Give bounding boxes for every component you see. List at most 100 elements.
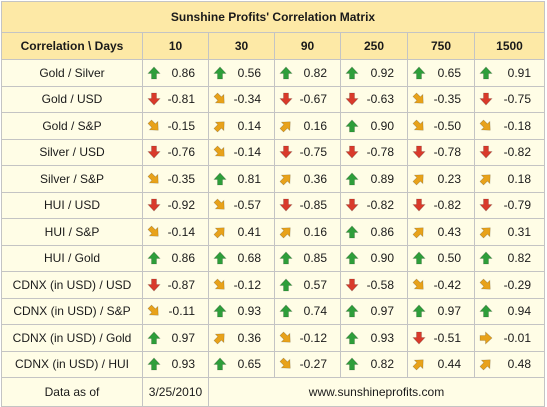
arrow-up-icon (412, 304, 426, 318)
correlation-cell: -0.12 (208, 271, 275, 299)
correlation-value: 0.48 (507, 357, 531, 372)
arrow-down-right-icon (147, 225, 161, 239)
arrow-down-icon (479, 145, 493, 159)
table-row: HUI / S&P -0.14 0.41 0.16 0.86 0.43 0.31 (1, 218, 545, 246)
arrow-down-right-icon (213, 92, 227, 106)
correlation-value: -0.51 (433, 330, 461, 345)
table-row: CDNX (in USD) / HUI 0.93 0.65 -0.27 0.82 0.44… (1, 350, 545, 378)
table-row: Gold / USD -0.81 -0.34 -0.67 -0.63 -0.35 -0.75 (1, 85, 545, 113)
correlation-cell: -0.82 (340, 191, 408, 219)
table-row: Silver / S&P -0.35 0.81 0.36 0.89 0.23 0.18 (1, 165, 545, 193)
period-header: 750 (407, 32, 475, 60)
correlation-value: 0.50 (437, 251, 461, 266)
arrow-up-icon (147, 251, 161, 265)
correlation-value: 0.44 (437, 357, 461, 372)
correlation-cell: 0.74 (274, 297, 341, 325)
correlation-cell: 0.89 (340, 165, 408, 193)
correlation-value: -0.63 (366, 92, 394, 107)
correlation-value: 0.18 (507, 171, 531, 186)
correlation-cell: 0.93 (208, 297, 275, 325)
correlation-cell: 0.68 (208, 244, 275, 272)
correlation-value: -0.57 (233, 198, 261, 213)
correlation-cell: -0.58 (340, 271, 408, 299)
arrow-down-right-icon (279, 331, 293, 345)
arrow-up-icon (345, 304, 359, 318)
arrow-up-icon (147, 331, 161, 345)
correlation-value: -0.12 (299, 330, 327, 345)
correlation-cell: 0.57 (274, 271, 341, 299)
correlation-value: -0.81 (167, 92, 195, 107)
arrow-down-icon (479, 92, 493, 106)
arrow-down-icon (147, 198, 161, 212)
table-row: CDNX (in USD) / Gold 0.97 0.36 -0.12 0.93 -0.… (1, 324, 545, 352)
arrow-down-right-icon (213, 145, 227, 159)
correlation-value: 0.43 (437, 224, 461, 239)
correlation-value: 0.93 (171, 357, 195, 372)
arrow-up-icon (345, 251, 359, 265)
correlation-cell: -0.12 (274, 324, 341, 352)
correlation-value: -0.11 (168, 304, 195, 319)
correlation-value: -0.27 (299, 357, 327, 372)
correlation-value: 0.68 (237, 251, 261, 266)
correlation-value: 0.94 (507, 304, 531, 319)
title-row: Sunshine Profits' Correlation Matrix (1, 1, 545, 33)
correlation-cell: -0.14 (142, 218, 209, 246)
correlation-value: 0.93 (237, 304, 261, 319)
correlation-value: 0.36 (303, 171, 327, 186)
correlation-cell: -0.27 (274, 350, 341, 378)
arrow-up-right-icon (213, 119, 227, 133)
correlation-cell: -0.78 (407, 138, 475, 166)
correlation-value: -0.42 (433, 277, 461, 292)
footer-label: Data as of (1, 377, 143, 407)
correlation-value: 0.86 (370, 224, 394, 239)
correlation-cell: 0.86 (340, 218, 408, 246)
correlation-cell: -0.63 (340, 85, 408, 113)
correlation-cell: -0.15 (142, 112, 209, 140)
correlation-value: -0.29 (503, 277, 531, 292)
arrow-up-right-icon (479, 357, 493, 371)
correlation-cell: 0.14 (208, 112, 275, 140)
arrow-down-right-icon (147, 172, 161, 186)
arrow-down-right-icon (147, 119, 161, 133)
arrow-down-icon (345, 198, 359, 212)
arrow-down-icon (147, 145, 161, 159)
correlation-cell: -0.35 (407, 85, 475, 113)
correlation-value: 0.57 (303, 277, 327, 292)
arrow-down-icon (412, 145, 426, 159)
correlation-cell: 0.92 (340, 59, 408, 87)
correlation-value: 0.90 (370, 251, 394, 266)
correlation-value: 0.93 (370, 330, 394, 345)
header-row: Correlation \ Days 10 30 90 250 750 1500 (1, 32, 545, 60)
arrow-up-icon (345, 119, 359, 133)
correlation-value: 0.16 (303, 224, 327, 239)
correlation-cell: 0.36 (274, 165, 341, 193)
correlation-value: 0.97 (370, 304, 394, 319)
correlation-value: 0.85 (303, 251, 327, 266)
arrow-down-right-icon (479, 119, 493, 133)
correlation-cell: -0.76 (142, 138, 209, 166)
correlation-value: 0.23 (437, 171, 461, 186)
arrow-down-icon (345, 145, 359, 159)
correlation-cell: -0.29 (474, 271, 545, 299)
correlation-value: 0.36 (237, 330, 261, 345)
correlation-cell: -0.11 (142, 297, 209, 325)
correlation-cell: 0.41 (208, 218, 275, 246)
correlation-value: -0.14 (233, 145, 261, 160)
correlation-cell: -0.34 (208, 85, 275, 113)
correlation-value: -0.85 (299, 198, 327, 213)
correlation-value: 0.14 (237, 118, 261, 133)
arrow-up-right-icon (412, 357, 426, 371)
correlation-cell: 0.86 (142, 244, 209, 272)
correlation-value: -0.58 (366, 277, 394, 292)
correlation-value: -0.75 (299, 145, 327, 160)
correlation-cell: 0.65 (407, 59, 475, 87)
correlation-cell: 0.97 (340, 297, 408, 325)
arrow-down-right-icon (279, 357, 293, 371)
row-label: HUI / S&P (1, 218, 143, 246)
correlation-cell: -0.75 (274, 138, 341, 166)
correlation-cell: -0.81 (142, 85, 209, 113)
correlation-cell: -0.82 (474, 138, 545, 166)
arrow-up-icon (279, 304, 293, 318)
arrow-up-icon (213, 304, 227, 318)
correlation-cell: -0.78 (340, 138, 408, 166)
